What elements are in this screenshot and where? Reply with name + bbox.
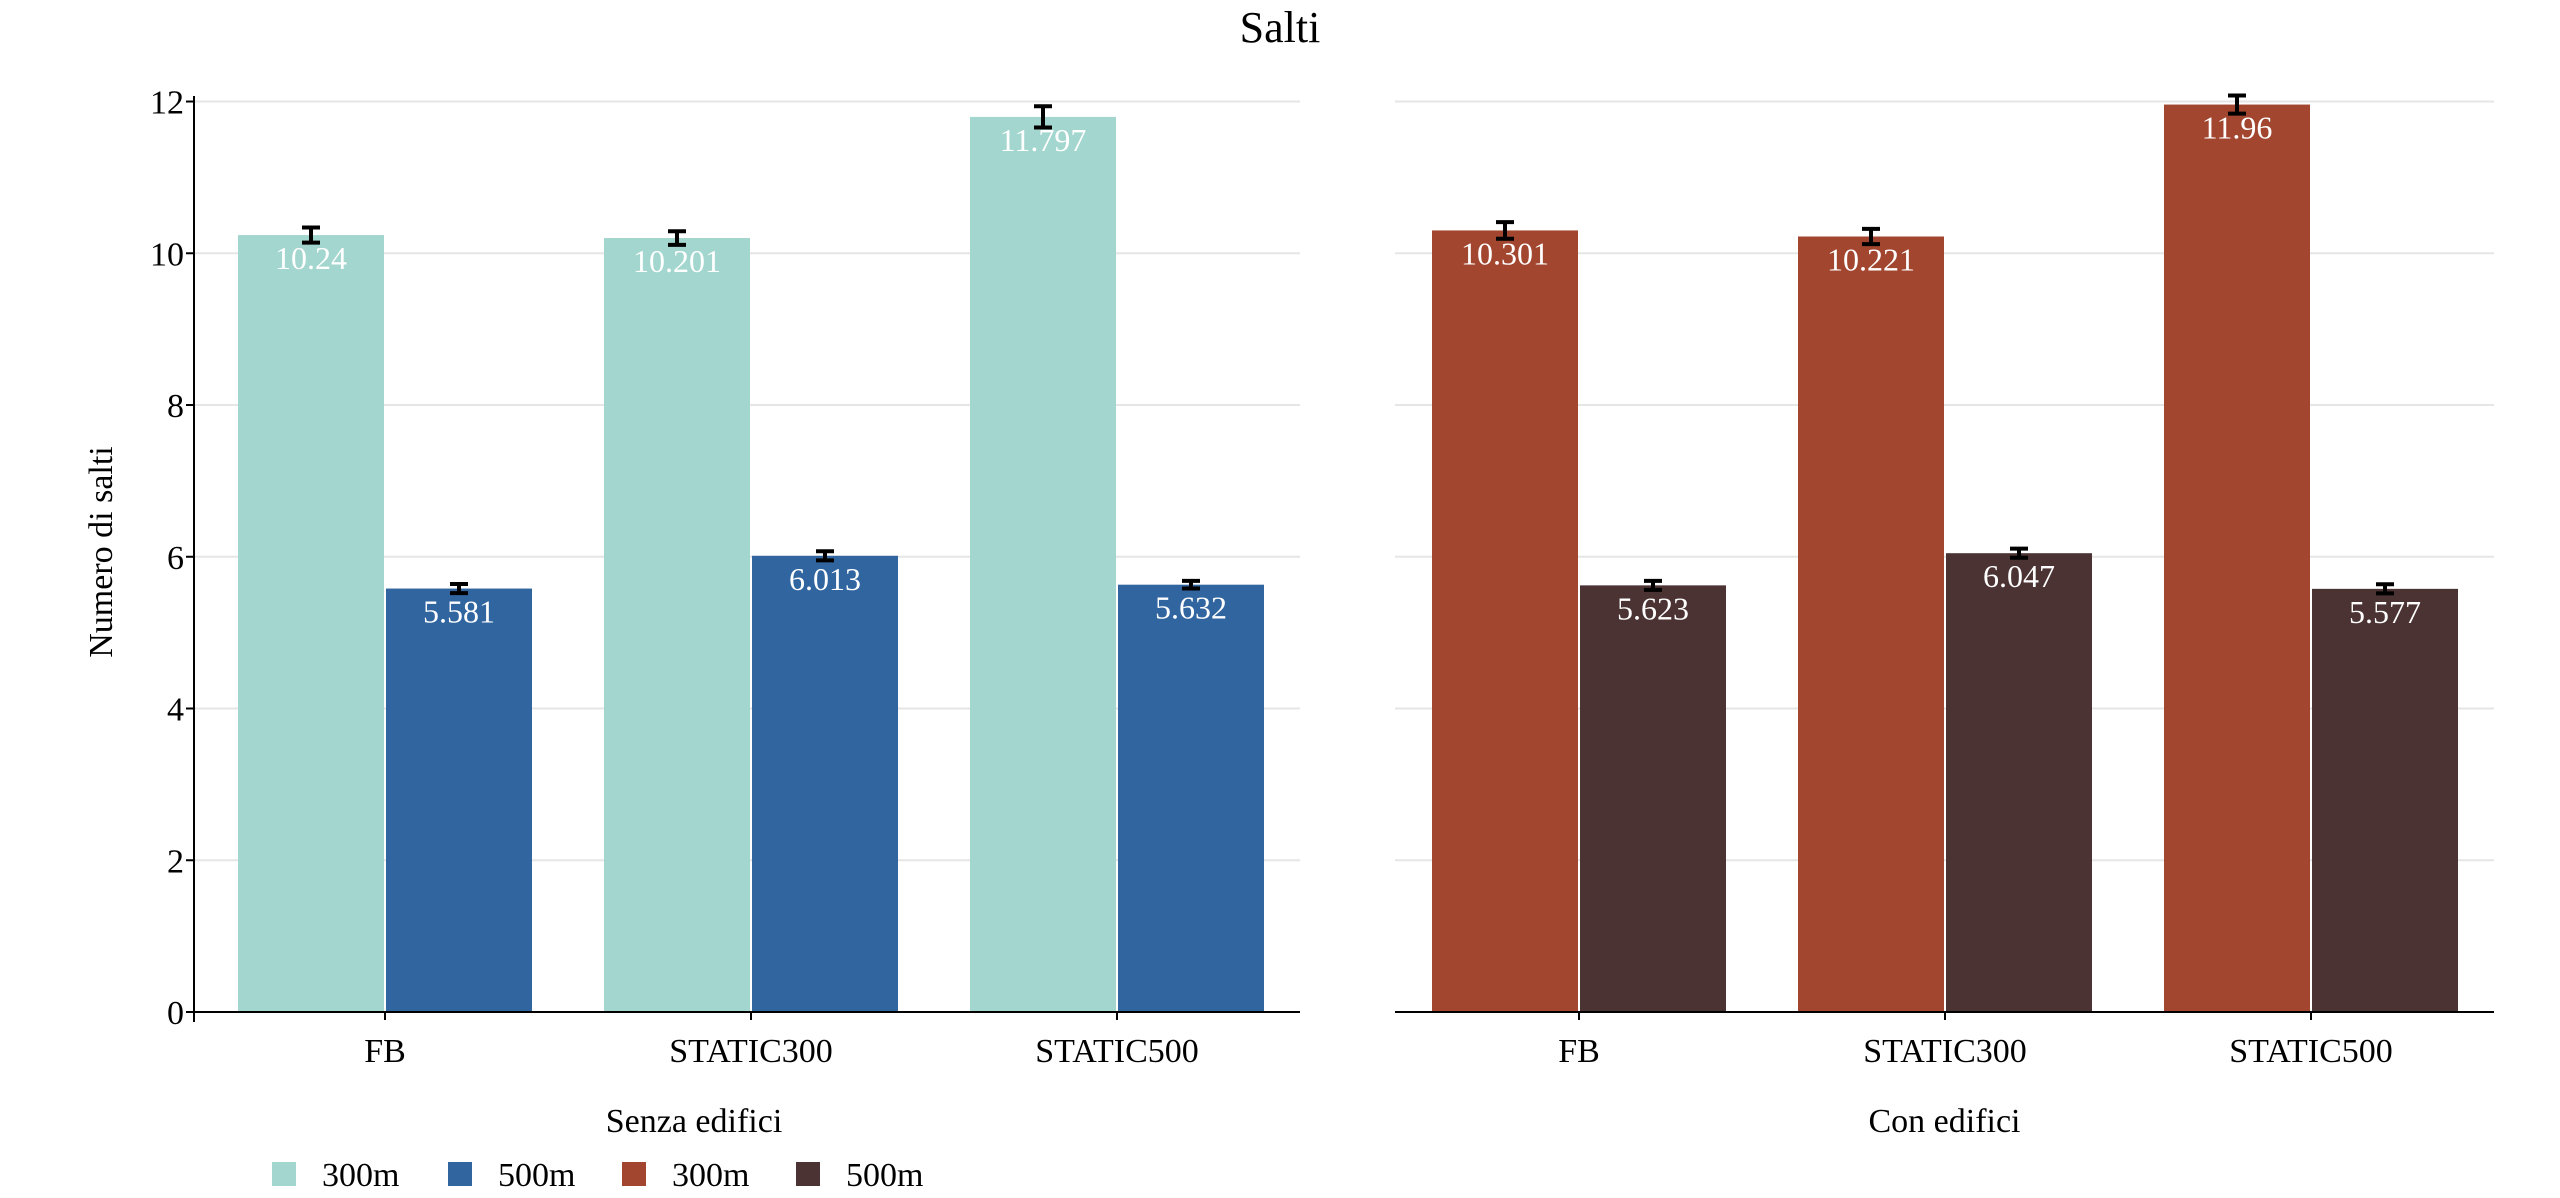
- data-label: 10.24: [275, 240, 347, 276]
- bar: [604, 238, 750, 1013]
- legend-swatch: [272, 1162, 296, 1186]
- data-label: 10.301: [1461, 235, 1549, 271]
- y-axis-title: Numero di salti: [83, 446, 120, 658]
- bar: [1118, 584, 1264, 1012]
- x-tick-label: STATIC300: [1863, 1033, 2027, 1070]
- bar: [1580, 585, 1726, 1012]
- x-axis-title: Con edifici: [1868, 1103, 2020, 1140]
- legend-label: 300m: [322, 1157, 399, 1194]
- data-label: 6.013: [789, 561, 861, 597]
- legend-swatch: [448, 1162, 472, 1186]
- x-tick-label: FB: [1558, 1033, 1600, 1070]
- data-label: 6.047: [1983, 558, 2055, 594]
- y-tick-label: 10: [150, 236, 184, 273]
- value-labels-layer: 10.24 5.581 10.201 6.013 11.797 5.632 10.301 5.…: [275, 110, 2421, 630]
- grid-layer: [194, 100, 2494, 862]
- y-tick-label: 4: [167, 692, 184, 729]
- y-tick-label: 8: [167, 388, 184, 425]
- legend-label: 500m: [498, 1157, 575, 1194]
- bar: [752, 555, 898, 1012]
- bar: [970, 116, 1116, 1013]
- bar: [2312, 588, 2458, 1012]
- y-tick-label: 0: [167, 995, 184, 1032]
- data-label: 10.221: [1827, 242, 1915, 278]
- bars-layer: [238, 104, 2458, 1013]
- bar: [1432, 230, 1578, 1012]
- y-tick-label: 2: [167, 843, 184, 880]
- legend-label: 500m: [846, 1157, 923, 1194]
- data-label: 5.632: [1155, 590, 1227, 626]
- x-tick-label: STATIC500: [1035, 1033, 1199, 1070]
- data-label: 11.96: [2202, 110, 2273, 146]
- y-tick-label: 6: [167, 540, 184, 577]
- axes-layer: 0 2 4 6 8 10 12 FB STATIC300 STATIC500 Senza edifi…: [150, 85, 2494, 1140]
- bar: [1798, 236, 1944, 1013]
- data-label: 5.623: [1617, 590, 1689, 626]
- legend-label: 300m: [672, 1157, 749, 1194]
- bar: [1946, 553, 2092, 1012]
- bar: [238, 235, 384, 1013]
- chart-title: Salti: [1240, 3, 1321, 52]
- data-label: 10.201: [633, 243, 721, 279]
- legend-swatch: [796, 1162, 820, 1186]
- data-label: 5.581: [423, 594, 495, 630]
- legend: 300m 500m 300m 500m: [272, 1157, 923, 1194]
- data-label: 11.797: [1000, 122, 1087, 158]
- bar: [2164, 104, 2310, 1013]
- x-tick-label: STATIC500: [2229, 1033, 2393, 1070]
- x-axis-title: Senza edifici: [606, 1103, 783, 1140]
- legend-swatch: [622, 1162, 646, 1186]
- data-label: 5.577: [2349, 594, 2421, 630]
- error-bars-layer: [302, 93, 2394, 596]
- x-tick-label: FB: [364, 1033, 406, 1070]
- y-tick-label: 12: [150, 85, 184, 122]
- bar: [386, 588, 532, 1012]
- x-tick-label: STATIC300: [669, 1033, 833, 1070]
